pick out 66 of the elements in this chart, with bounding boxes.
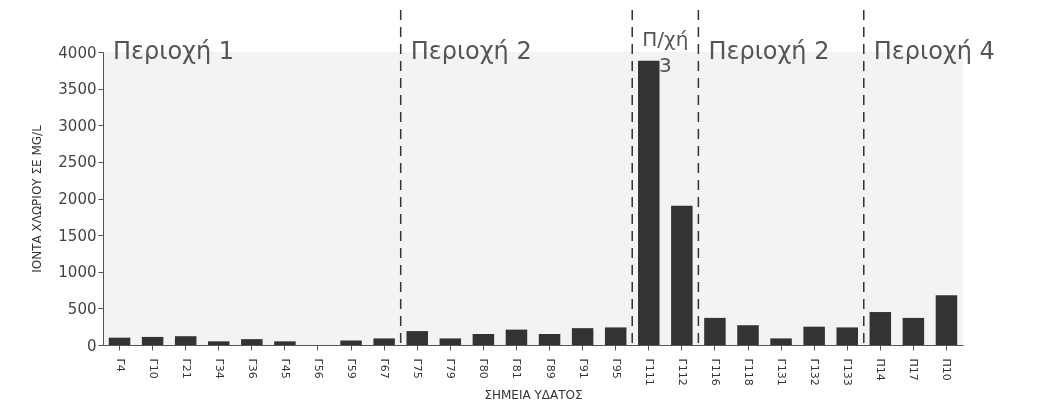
x-tick-label: Γ59 [345, 358, 359, 379]
x-tick-label: Γ21 [179, 358, 193, 379]
y-tick-label: 0 [86, 336, 97, 355]
x-tick-label: Γ111 [642, 358, 656, 386]
x-tick-label: Π10 [940, 358, 954, 381]
x-tick-label: Γ118 [742, 358, 755, 386]
x-tick-label: Γ131 [775, 358, 789, 386]
y-axis-title: ΙΟΝΤΑ ΧΛΩΡΙΟΥ ΣΕ MG/L [30, 124, 45, 273]
y-tick-label: 2500 [58, 153, 97, 172]
y-tick-label: 1000 [58, 263, 97, 282]
bar [704, 317, 726, 345]
bar [241, 339, 263, 345]
y-tick-label: 4000 [58, 43, 97, 62]
x-tick-label: Γ91 [576, 358, 590, 379]
bar [671, 205, 693, 345]
bar [902, 317, 925, 345]
bar [803, 326, 825, 345]
y-tick-label: 1500 [58, 226, 97, 245]
x-tick-label: Γ4 [113, 358, 127, 372]
x-tick-label: Γ56 [312, 358, 325, 379]
bar [505, 329, 528, 345]
x-tick-label: Γ112 [675, 358, 689, 386]
x-tick-label: Γ10 [146, 358, 160, 379]
x-tick-label: Γ36 [245, 358, 259, 379]
bar [604, 327, 627, 345]
bar [274, 341, 296, 345]
bar [208, 341, 230, 345]
x-tick-label: Γ81 [510, 358, 524, 379]
bar [406, 331, 428, 345]
band-label: Περιοχή 4 [873, 37, 995, 65]
band-label: Περιοχή 2 [708, 37, 830, 65]
bar [836, 327, 858, 345]
x-tick-label: Π17 [907, 358, 921, 381]
band-label: Περιοχή 1 [113, 37, 235, 65]
bar [538, 334, 561, 345]
bar [108, 337, 131, 345]
x-tick-label: Γ95 [609, 358, 623, 379]
x-tick-label: Γ89 [543, 358, 557, 379]
bar [472, 334, 495, 345]
x-tick-label: Γ67 [378, 358, 392, 379]
bar [141, 336, 164, 345]
y-tick-label: 3000 [58, 116, 97, 135]
x-tick-label: Γ133 [841, 358, 855, 386]
bar [737, 325, 759, 345]
bar [571, 328, 594, 345]
bar [869, 312, 892, 345]
band-label: Π/χή 3 [642, 27, 689, 77]
x-tick-label: Π14 [874, 358, 888, 381]
x-tick-label: Γ79 [444, 358, 458, 379]
x-tick-label: Γ132 [808, 358, 822, 386]
x-axis-title: ΣΗΜΕΙΑ ΥΔΑΤΟΣ [484, 387, 583, 402]
x-tick-label: Γ45 [278, 358, 292, 379]
bar [340, 340, 362, 345]
y-tick-label: 500 [67, 299, 97, 318]
bar [174, 336, 197, 345]
bar [373, 338, 395, 345]
x-tick-label: Γ75 [411, 358, 425, 379]
x-tick-label: Γ34 [212, 358, 226, 379]
band-label: Περιοχή 2 [410, 37, 532, 65]
bar [770, 338, 792, 345]
bar [935, 295, 958, 345]
y-tick-label: 2000 [58, 190, 97, 208]
x-tick-label: Γ116 [708, 358, 722, 386]
x-tick-label: Γ80 [477, 358, 491, 379]
y-tick-label: 3500 [58, 80, 97, 99]
bar [439, 338, 462, 345]
